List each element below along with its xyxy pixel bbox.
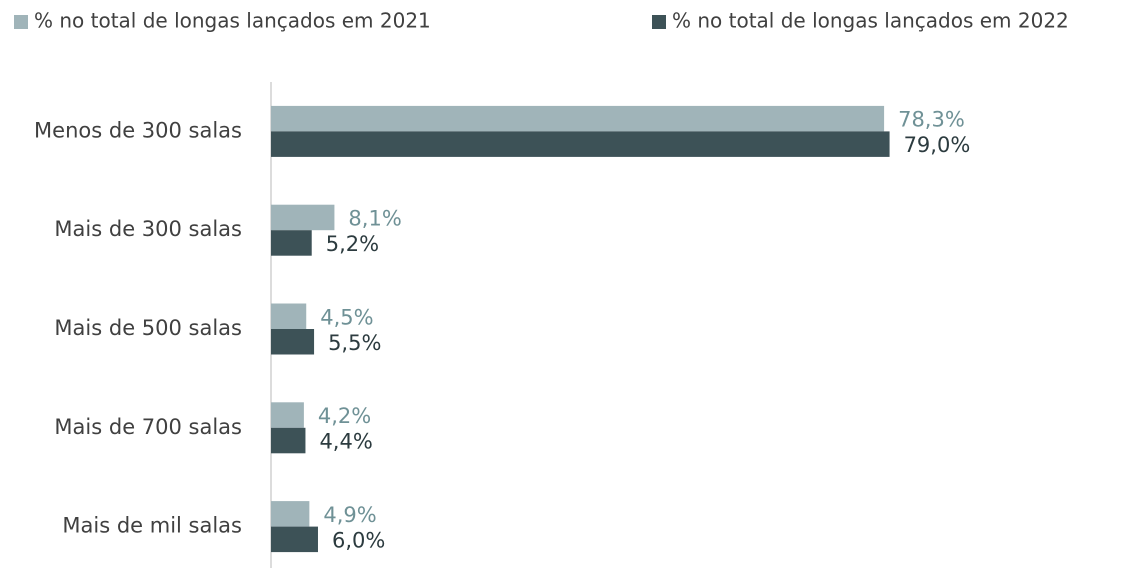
bar xyxy=(271,230,312,256)
category-label: Menos de 300 salas xyxy=(34,118,242,142)
value-label: 79,0% xyxy=(904,133,971,157)
bar xyxy=(271,204,335,231)
category-label: Mais de 500 salas xyxy=(54,316,242,340)
category-label: Mais de mil salas xyxy=(62,514,242,538)
value-label: 8,1% xyxy=(348,206,401,230)
value-label: 78,3% xyxy=(898,108,965,132)
bar xyxy=(271,131,890,157)
legend-swatch xyxy=(652,15,666,29)
bar xyxy=(271,105,885,132)
category-label: Mais de 700 salas xyxy=(54,415,242,439)
bar xyxy=(271,427,306,454)
bar xyxy=(271,402,304,428)
value-label: 5,2% xyxy=(326,232,379,256)
category-label: Mais de 300 salas xyxy=(54,217,242,241)
value-label: 4,9% xyxy=(323,503,376,527)
value-label: 4,5% xyxy=(320,305,373,329)
legend-label: % no total de longas lançados em 2022 xyxy=(672,9,1069,33)
bar xyxy=(271,501,310,527)
bar xyxy=(271,329,315,355)
legend-label: % no total de longas lançados em 2021 xyxy=(34,9,431,33)
value-label: 4,4% xyxy=(319,430,372,454)
value-label: 5,5% xyxy=(328,331,381,355)
value-label: 4,2% xyxy=(318,404,371,428)
value-label: 6,0% xyxy=(332,528,385,552)
legend-swatch xyxy=(14,15,28,29)
bar xyxy=(271,526,318,553)
bar xyxy=(271,303,307,329)
